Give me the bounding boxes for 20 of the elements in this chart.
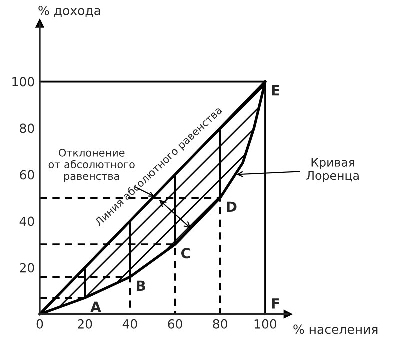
- x-tick-label: 60: [168, 319, 182, 329]
- y-tick-label: 40: [20, 216, 34, 226]
- annotation: D: [227, 202, 237, 212]
- x-axis-title: % населения: [294, 324, 378, 334]
- x-tick-label: 40: [122, 319, 138, 329]
- y-axis-title: % дохода: [38, 6, 100, 17]
- x-tick-label: 20: [78, 319, 92, 329]
- annotation: E: [272, 86, 280, 96]
- x-tick-label: 0: [36, 319, 44, 329]
- annotation: A: [90, 302, 102, 312]
- y-tick-label: 100: [12, 77, 34, 87]
- y-tick-label: 80: [20, 124, 34, 134]
- y-tick-label: 20: [20, 263, 34, 273]
- y-tick-label: 60: [20, 170, 34, 180]
- annotation: C: [182, 248, 190, 259]
- x-tick-label: 100: [254, 319, 277, 329]
- annotation: B: [137, 280, 146, 292]
- annotation: F: [272, 298, 280, 309]
- annotation: Кривая Лоренца: [306, 158, 359, 182]
- x-tick-label: 80: [213, 319, 228, 329]
